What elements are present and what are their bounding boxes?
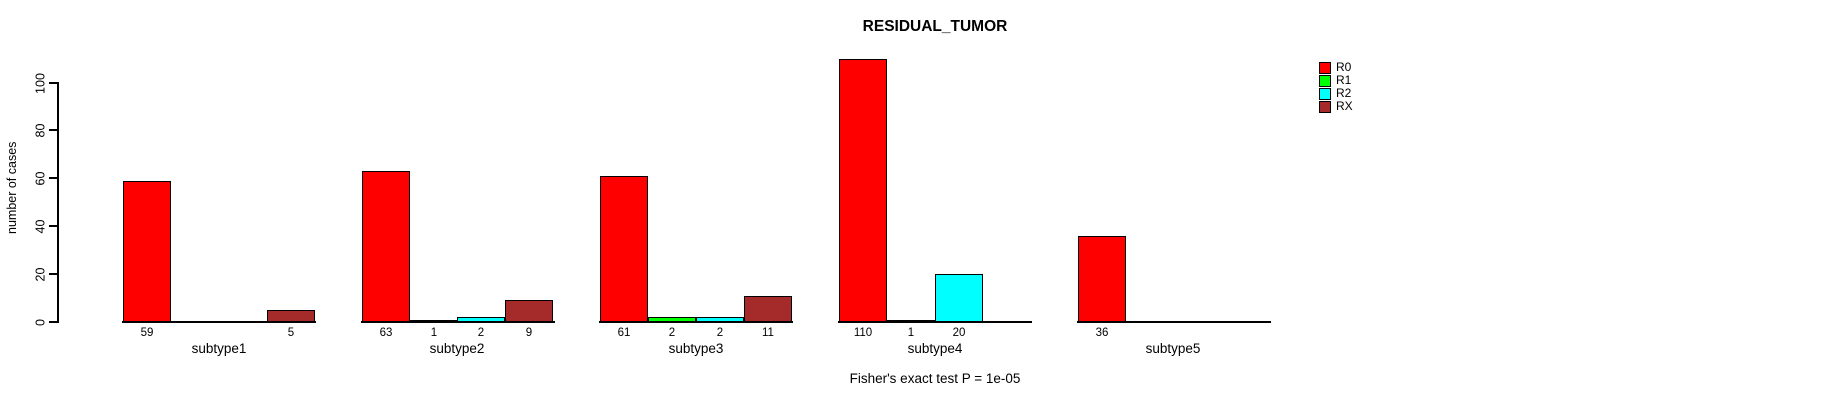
bar-R2-subtype2 [457,317,505,322]
legend-swatch-R2 [1319,87,1331,100]
legend-swatch-R1 [1319,74,1331,87]
bar-R0-subtype3 [600,176,648,322]
y-tick [49,273,57,275]
bar-value-RX-subtype2: 9 [525,327,533,339]
bar-R0-subtype4 [839,59,887,322]
legend-swatch-R0 [1319,61,1331,74]
bar-RX-subtype1 [267,310,315,322]
category-label-subtype1: subtype1 [191,341,247,356]
x-axis-segment [838,321,1032,323]
bar-RX-subtype2 [505,300,553,322]
y-tick [49,177,57,179]
bar-value-R2-subtype4: 20 [952,327,966,339]
bar-value-R1-subtype2: 1 [430,327,438,339]
y-axis-label: number of cases [5,141,19,234]
bar-value-RX-subtype3: 11 [762,327,774,339]
bar-value-R0-subtype3: 61 [617,327,631,339]
category-label-subtype4: subtype4 [907,341,963,356]
y-tick-label: 60 [33,171,48,186]
chart-title: RESIDUAL_TUMOR [862,18,1008,35]
legend-item-R1: R1 [1319,74,1353,87]
legend-label-R2: R2 [1336,86,1352,100]
bar-value-R0-subtype4: 110 [853,327,873,339]
y-tick [49,129,57,131]
bar-R0-subtype1 [123,181,171,322]
x-axis-segment [599,321,793,323]
bar-value-R0-subtype5: 36 [1095,327,1109,339]
bar-value-R2-subtype2: 2 [477,327,485,339]
x-axis-segment [1077,321,1271,323]
y-tick [49,321,57,323]
bar-R1-subtype4 [887,320,935,322]
y-axis [57,82,59,323]
bar-R1-subtype2 [410,320,458,322]
bar-value-R2-subtype3: 2 [716,327,724,339]
bar-value-R1-subtype3: 2 [668,327,676,339]
y-tick-label: 100 [33,73,48,94]
category-label-subtype2: subtype2 [429,341,485,356]
y-tick [49,82,57,84]
bar-R2-subtype4 [935,274,983,322]
category-label-subtype3: subtype3 [668,341,724,356]
y-tick-label: 0 [33,319,48,326]
bar-value-RX-subtype1: 5 [287,327,295,339]
legend-item-R0: R0 [1319,61,1353,74]
y-tick [49,225,57,227]
bar-R2-subtype3 [696,317,744,322]
footnote-fisher-test: Fisher's exact test P = 1e-05 [849,371,1021,386]
category-label-subtype5: subtype5 [1145,341,1201,356]
bar-value-R0-subtype1: 59 [140,327,154,339]
y-tick-label: 40 [33,219,48,234]
legend-item-R2: R2 [1319,87,1353,100]
x-axis-segment [122,321,316,323]
legend-swatch-RX [1319,100,1331,113]
bar-R0-subtype5 [1078,236,1126,322]
bar-value-R0-subtype2: 63 [379,327,393,339]
legend-label-R1: R1 [1336,73,1352,87]
legend-label-RX: RX [1336,99,1353,113]
legend: R0 R1 R2 RX [1319,61,1353,113]
y-tick-label: 20 [33,267,48,282]
bar-R1-subtype3 [648,317,696,322]
legend-label-R0: R0 [1336,60,1352,74]
y-tick-label: 80 [33,123,48,138]
x-axis-segment [361,321,555,323]
legend-item-RX: RX [1319,100,1353,113]
bar-value-R1-subtype4: 1 [907,327,915,339]
bar-RX-subtype3 [744,296,792,322]
bar-R0-subtype2 [362,171,410,322]
